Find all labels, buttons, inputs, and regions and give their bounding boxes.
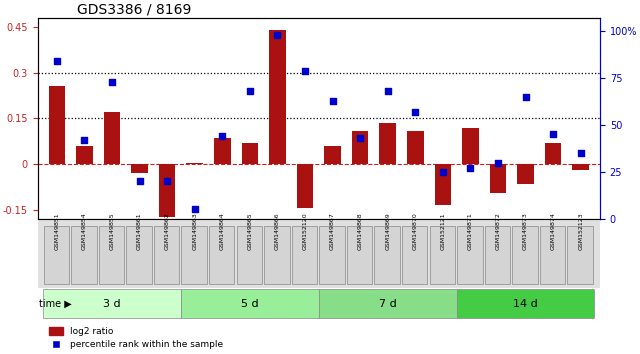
Text: GSM149870: GSM149870: [413, 213, 418, 250]
FancyBboxPatch shape: [319, 226, 345, 284]
Bar: [572, 164, 589, 170]
Text: GSM149874: GSM149874: [550, 212, 556, 250]
Text: GSM152120: GSM152120: [303, 213, 307, 250]
Text: 5 d: 5 d: [241, 298, 259, 309]
Bar: [324, 146, 341, 164]
Point: [52, 58, 62, 64]
FancyBboxPatch shape: [181, 289, 319, 318]
Bar: [545, 143, 561, 164]
Point: [189, 207, 200, 212]
Point: [328, 98, 338, 103]
Point: [272, 32, 282, 38]
Point: [244, 88, 255, 94]
Text: GSM149867: GSM149867: [330, 213, 335, 250]
Bar: [517, 164, 534, 184]
FancyBboxPatch shape: [568, 226, 593, 284]
Text: GSM149862: GSM149862: [164, 213, 170, 250]
Point: [107, 79, 117, 85]
Text: GSM149865: GSM149865: [247, 213, 252, 250]
Bar: [297, 164, 313, 208]
Point: [134, 178, 145, 184]
Point: [355, 135, 365, 141]
FancyBboxPatch shape: [456, 289, 595, 318]
FancyBboxPatch shape: [154, 226, 179, 284]
FancyBboxPatch shape: [99, 226, 124, 284]
Bar: [462, 127, 479, 164]
Bar: [186, 162, 203, 164]
Bar: [131, 164, 148, 173]
Legend: log2 ratio, percentile rank within the sample: log2 ratio, percentile rank within the s…: [49, 327, 223, 349]
FancyBboxPatch shape: [44, 226, 69, 284]
Point: [493, 160, 503, 165]
Text: GSM149871: GSM149871: [468, 213, 473, 250]
FancyBboxPatch shape: [43, 289, 181, 318]
Bar: [159, 164, 175, 217]
FancyBboxPatch shape: [347, 226, 372, 284]
Text: 14 d: 14 d: [513, 298, 538, 309]
Point: [438, 169, 448, 175]
Text: GSM152121: GSM152121: [440, 213, 445, 250]
Text: GSM149869: GSM149869: [385, 213, 390, 250]
Point: [79, 137, 90, 143]
Point: [383, 88, 393, 94]
Bar: [241, 143, 258, 164]
Point: [575, 150, 586, 156]
Bar: [269, 30, 285, 164]
FancyBboxPatch shape: [264, 226, 289, 284]
Bar: [435, 164, 451, 205]
FancyBboxPatch shape: [319, 289, 456, 318]
FancyBboxPatch shape: [512, 226, 538, 284]
Point: [548, 132, 558, 137]
Bar: [104, 112, 120, 164]
Point: [217, 133, 227, 139]
FancyBboxPatch shape: [126, 226, 152, 284]
Point: [162, 178, 172, 184]
FancyBboxPatch shape: [402, 226, 428, 284]
FancyBboxPatch shape: [209, 226, 234, 284]
Bar: [490, 164, 506, 193]
Text: time ▶: time ▶: [39, 298, 72, 309]
Text: GSM149851: GSM149851: [54, 213, 60, 250]
FancyBboxPatch shape: [292, 226, 317, 284]
FancyBboxPatch shape: [429, 226, 455, 284]
Text: GSM149854: GSM149854: [82, 213, 87, 250]
FancyBboxPatch shape: [540, 226, 565, 284]
FancyBboxPatch shape: [237, 226, 262, 284]
FancyBboxPatch shape: [484, 226, 510, 284]
Point: [300, 68, 310, 73]
Text: GSM149863: GSM149863: [192, 213, 197, 250]
Bar: [214, 138, 230, 164]
FancyBboxPatch shape: [457, 226, 483, 284]
Text: GSM149868: GSM149868: [358, 213, 363, 250]
FancyBboxPatch shape: [374, 226, 400, 284]
Text: GSM149866: GSM149866: [275, 213, 280, 250]
Text: GSM149864: GSM149864: [220, 213, 225, 250]
FancyBboxPatch shape: [181, 226, 207, 284]
Text: 7 d: 7 d: [379, 298, 397, 309]
Text: GDS3386 / 8169: GDS3386 / 8169: [77, 3, 191, 17]
Point: [465, 165, 476, 171]
Text: GSM149855: GSM149855: [109, 213, 115, 250]
Text: GSM149872: GSM149872: [495, 212, 500, 250]
Text: GSM149873: GSM149873: [523, 212, 528, 250]
Text: 3 d: 3 d: [103, 298, 121, 309]
Point: [410, 109, 420, 115]
Bar: [76, 146, 93, 164]
Bar: [380, 123, 396, 164]
FancyBboxPatch shape: [71, 226, 97, 284]
Bar: [407, 131, 424, 164]
Bar: [352, 131, 369, 164]
Bar: [49, 86, 65, 164]
Text: GSM149861: GSM149861: [137, 213, 142, 250]
Point: [520, 94, 531, 100]
Text: GSM152123: GSM152123: [578, 213, 583, 250]
